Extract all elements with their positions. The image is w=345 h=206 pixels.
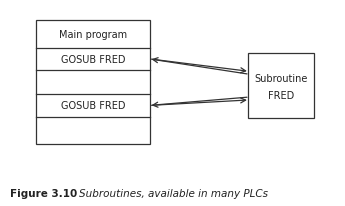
Polygon shape xyxy=(36,21,150,144)
Text: FRED: FRED xyxy=(268,91,294,101)
Text: GOSUB FRED: GOSUB FRED xyxy=(61,55,125,65)
Text: Subroutine: Subroutine xyxy=(255,73,308,83)
Text: Subroutines, available in many PLCs: Subroutines, available in many PLCs xyxy=(66,188,268,198)
Text: GOSUB FRED: GOSUB FRED xyxy=(61,101,125,111)
Text: Main program: Main program xyxy=(59,30,127,40)
Text: Figure 3.10: Figure 3.10 xyxy=(10,188,78,198)
Polygon shape xyxy=(248,54,314,119)
